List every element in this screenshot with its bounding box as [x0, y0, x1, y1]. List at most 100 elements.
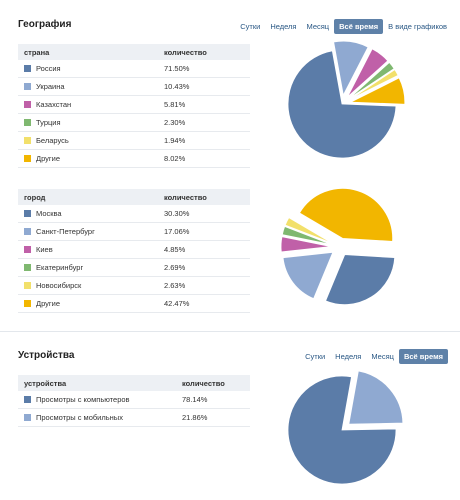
table-row: Киев 4.85%	[18, 240, 250, 259]
row-value: 21.86%	[176, 408, 250, 427]
legend-swatch	[24, 414, 31, 421]
row-label-cell: Другие	[18, 149, 158, 168]
tab-day[interactable]: Сутки	[305, 352, 326, 361]
pie-slice	[284, 217, 333, 244]
table-row: Москва 30.30%	[18, 205, 250, 223]
tab-month[interactable]: Месяц	[371, 352, 394, 361]
geography-period-tabs: Сутки Неделя Месяц Всё время В виде граф…	[235, 19, 452, 34]
row-label: Россия	[36, 64, 61, 73]
tab-all-time[interactable]: Всё время	[334, 19, 384, 34]
country-table-header: страна количество	[18, 44, 250, 60]
section-divider	[0, 331, 460, 332]
row-label-cell: Просмотры с мобильных	[18, 408, 176, 427]
row-label: Москва	[36, 209, 62, 218]
row-value: 42.47%	[158, 294, 250, 313]
row-value: 30.30%	[158, 205, 250, 223]
row-value: 1.94%	[158, 131, 250, 150]
row-value: 71.50%	[158, 60, 250, 78]
legend-swatch	[24, 101, 31, 108]
table-row: Другие 8.02%	[18, 149, 250, 168]
row-label-cell: Москва	[18, 205, 158, 223]
row-value: 78.14%	[176, 391, 250, 409]
row-label-cell: Екатеринбург	[18, 258, 158, 277]
row-label: Турция	[36, 118, 61, 127]
count-column-header: количество	[158, 189, 250, 205]
pie-slice	[282, 251, 334, 300]
tab-as-graphs[interactable]: В виде графиков	[388, 22, 447, 31]
row-label: Киев	[36, 245, 53, 254]
pie-slice	[348, 61, 395, 99]
devices-period-tabs: Сутки Неделя Месяц Всё время	[300, 349, 448, 364]
count-column-header: количество	[158, 44, 250, 60]
row-label: Санкт-Петербург	[36, 227, 95, 236]
row-label: Беларусь	[36, 136, 69, 145]
legend-swatch	[24, 65, 31, 72]
pie-slice	[287, 50, 397, 159]
row-label-cell: Турция	[18, 113, 158, 132]
city-table-header: город количество	[18, 189, 250, 205]
country-column-header: страна	[18, 44, 158, 60]
legend-swatch	[24, 300, 31, 307]
row-label: Новосибирск	[36, 281, 82, 290]
legend-swatch	[24, 228, 31, 235]
devices-column-header: устройства	[18, 375, 176, 391]
devices-table: устройства количество Просмотры с компью…	[18, 375, 250, 427]
devices-table-body: Просмотры с компьютеров 78.14% Просмотры с…	[18, 391, 250, 427]
row-label-cell: Казахстан	[18, 95, 158, 114]
table-row: Беларусь 1.94%	[18, 131, 250, 150]
table-row: Екатеринбург 2.69%	[18, 258, 250, 277]
table-row: Украина 10.43%	[18, 77, 250, 96]
count-column-header: количество	[176, 375, 250, 391]
row-value: 4.85%	[158, 240, 250, 259]
row-value: 2.63%	[158, 276, 250, 295]
table-row: Другие 42.47%	[18, 294, 250, 313]
row-value: 10.43%	[158, 77, 250, 96]
legend-swatch	[24, 282, 31, 289]
pie-slice	[350, 77, 406, 105]
row-label: Просмотры с компьютеров	[36, 395, 130, 404]
tab-month[interactable]: Месяц	[306, 22, 330, 31]
row-label: Просмотры с мобильных	[36, 413, 123, 422]
devices-pie-chart	[287, 370, 404, 485]
row-label: Казахстан	[36, 100, 72, 109]
devices-title: Устройства	[18, 350, 75, 361]
table-row: Казахстан 5.81%	[18, 95, 250, 114]
pie-slice	[287, 375, 397, 485]
country-pie-chart	[287, 40, 406, 159]
pie-slice	[349, 69, 399, 100]
tab-day[interactable]: Сутки	[240, 22, 261, 31]
row-value: 2.69%	[158, 258, 250, 277]
city-column-header: город	[18, 189, 158, 205]
pie-slice	[333, 40, 369, 97]
row-label-cell: Россия	[18, 60, 158, 78]
row-label: Другие	[36, 299, 61, 308]
table-row: Новосибирск 2.63%	[18, 276, 250, 295]
row-label: Екатеринбург	[36, 263, 84, 272]
row-value: 8.02%	[158, 149, 250, 168]
pie-slice	[348, 370, 404, 425]
tab-all-time[interactable]: Всё время	[398, 349, 448, 364]
table-row: Просмотры с компьютеров 78.14%	[18, 391, 250, 409]
row-label-cell: Другие	[18, 294, 158, 313]
pie-slice	[325, 254, 396, 305]
table-row: Россия 71.50%	[18, 60, 250, 78]
tab-week[interactable]: Неделя	[335, 352, 362, 361]
row-label-cell: Новосибирск	[18, 276, 158, 295]
row-label-cell: Киев	[18, 240, 158, 259]
table-row: Турция 2.30%	[18, 113, 250, 132]
row-value: 17.06%	[158, 222, 250, 241]
devices-table-header: устройства количество	[18, 375, 250, 391]
city-table-body: Москва 30.30% Санкт-Петербург 17.06% Киев 4.8…	[18, 205, 250, 313]
legend-swatch	[24, 210, 31, 217]
row-label: Другие	[36, 154, 61, 163]
legend-swatch	[24, 396, 31, 403]
row-label-cell: Санкт-Петербург	[18, 222, 158, 241]
tab-week[interactable]: Неделя	[270, 22, 297, 31]
table-row: Санкт-Петербург 17.06%	[18, 222, 250, 241]
row-label-cell: Просмотры с компьютеров	[18, 391, 176, 409]
pie-slice	[281, 225, 332, 245]
row-label-cell: Украина	[18, 77, 158, 96]
country-table: страна количество Россия 71.50% Украина 10.…	[18, 44, 250, 168]
geography-title: География	[18, 19, 72, 30]
row-value: 2.30%	[158, 113, 250, 132]
